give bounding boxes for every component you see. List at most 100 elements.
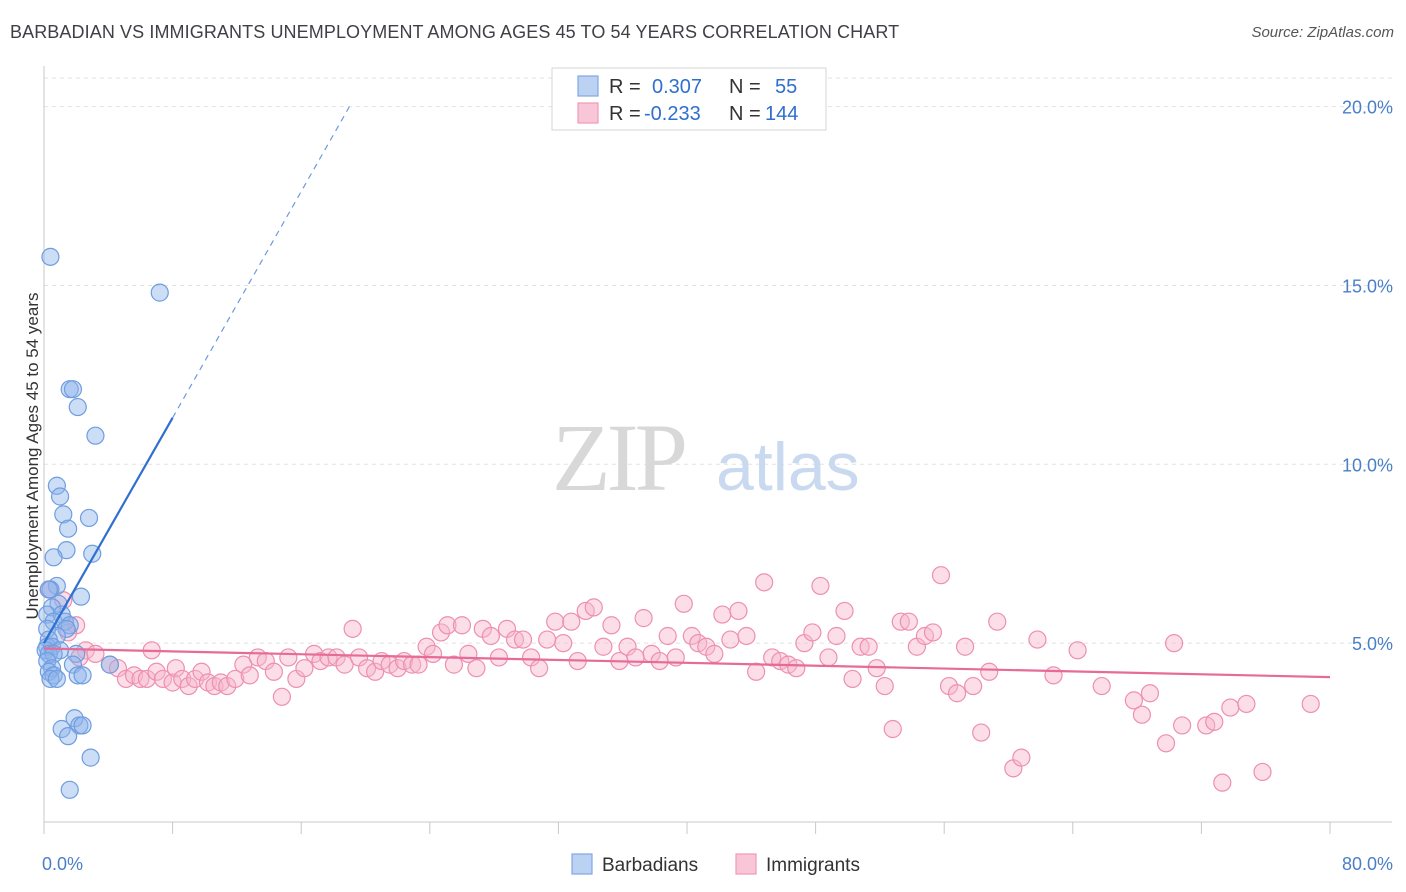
immigrants-point-128 [1068,641,1087,660]
barbadians-point-24 [60,616,79,635]
immigrants-point-134 [1164,634,1184,653]
immigrants-point-52 [423,644,443,663]
barbadians-point-42 [44,666,63,685]
immigrants-point-109 [875,676,894,696]
legend-bottom-immigrants: Immigrants [766,855,860,876]
immigrants-point-47 [388,659,407,678]
immigrants-point-58 [467,659,486,678]
immigrants-point-91 [729,601,748,621]
immigrants-point-64 [513,630,533,649]
x-tick-label-1: 80.0% [1342,854,1393,874]
immigrants-point-92 [737,626,756,646]
immigrants-point-102 [819,648,838,667]
immigrants-points [39,566,1320,792]
legend-swatch-barbadians [577,75,599,97]
watermark-atlas: atlas [716,429,860,505]
immigrants-point-118 [947,684,967,703]
immigrants-point-127 [1044,666,1063,685]
barbadians-point-4 [68,397,87,417]
immigrants-point-85 [682,626,701,646]
barbadians-point-45 [47,669,66,689]
chart-title: BARBADIAN VS IMMIGRANTS UNEMPLOYMENT AMO… [10,22,900,42]
immigrants-point-33 [279,648,298,667]
immigrants-point-123 [988,612,1007,631]
legend-bottom-swatch-barbadians [571,853,593,875]
immigrants-point-121 [972,723,991,742]
barbadians-point-7 [50,487,70,506]
barbadians-point-50 [59,727,78,746]
immigrants-point-18 [173,669,192,689]
barbadians-point-38 [100,655,120,674]
legend-r-value-1: 0.307 [652,76,702,98]
barbadians-point-16 [39,580,58,599]
immigrants-point-60 [481,626,500,646]
immigrants-point-5 [86,644,105,663]
legend-n-value-2: 144 [765,103,798,125]
immigrants-point-100 [803,623,822,642]
immigrants-point-67 [538,630,557,649]
y-tick-label-2: 15.0% [1342,276,1393,296]
y-tick-label-3: 20.0% [1342,98,1393,118]
immigrants-point-70 [562,612,581,631]
barbadians-trend-extension [172,106,350,419]
immigrants-point-69 [554,634,573,653]
immigrants-point-84 [674,594,693,613]
trend-lines [43,106,1331,679]
immigrants-point-115 [923,623,943,642]
immigrants-point-54 [438,616,457,635]
immigrants-point-126 [1028,630,1047,649]
immigrants-point-139 [1237,694,1256,714]
barbadians-point-9 [79,508,99,528]
immigrants-point-51 [417,637,436,656]
immigrants-point-129 [1092,676,1111,696]
immigrants-trend-line [43,647,1331,679]
barbadians-point-44 [41,669,60,689]
immigrants-point-88 [705,644,724,663]
immigrants-point-98 [787,659,806,678]
y-tick-label-0: 5.0% [1352,634,1393,654]
barbadians-point-51 [81,748,100,767]
immigrants-point-90 [721,630,740,649]
barbadians-point-52 [60,780,79,799]
y-axis-label: Unemployment Among Ages 45 to 54 years [23,293,42,620]
axes [43,66,1392,834]
immigrants-point-66 [530,659,549,678]
immigrants-point-141 [1253,762,1272,782]
immigrants-point-17 [166,659,185,678]
legend-n-label-1: N = [729,76,761,98]
immigrants-point-138 [1221,698,1240,717]
barbadians-trend-line [43,417,174,644]
immigrants-point-103 [827,626,846,646]
immigrants-point-35 [295,659,314,678]
immigrants-point-122 [980,662,999,681]
immigrants-point-14 [147,662,166,681]
barbadians-point-6 [47,476,66,495]
legend-n-label-2: N = [729,103,761,125]
barbadians-point-20 [38,605,57,624]
immigrants-point-107 [859,637,878,656]
immigrants-point-75 [602,616,621,635]
legend-r-value-2: -0.233 [644,103,701,125]
immigrants-point-56 [452,616,472,635]
barbadians-point-48 [73,716,92,735]
immigrants-point-15 [153,669,173,689]
barbadians-point-1 [150,283,169,302]
y-tick-labels: 5.0% 10.0% 15.0% 20.0% [1342,98,1393,655]
barbadians-point-43 [73,666,92,685]
barbadians-point-3 [63,380,83,399]
x-tick-labels: 0.0% 80.0% [42,854,1393,874]
immigrants-point-125 [1012,748,1031,767]
series-legend: Barbadians Immigrants [571,853,860,876]
immigrants-point-55 [444,655,464,674]
barbadians-point-26 [57,619,76,638]
legend-swatch-immigrants [577,102,599,124]
source-label: Source: ZipAtlas.com [1251,24,1394,41]
immigrants-point-11 [131,669,150,689]
immigrants-point-105 [843,669,862,689]
x-tick-label-0: 0.0% [42,854,83,874]
immigrants-point-112 [899,612,918,631]
immigrants-point-130 [1124,691,1143,710]
y-tick-label-1: 10.0% [1342,455,1393,475]
barbadians-point-41 [68,666,87,685]
